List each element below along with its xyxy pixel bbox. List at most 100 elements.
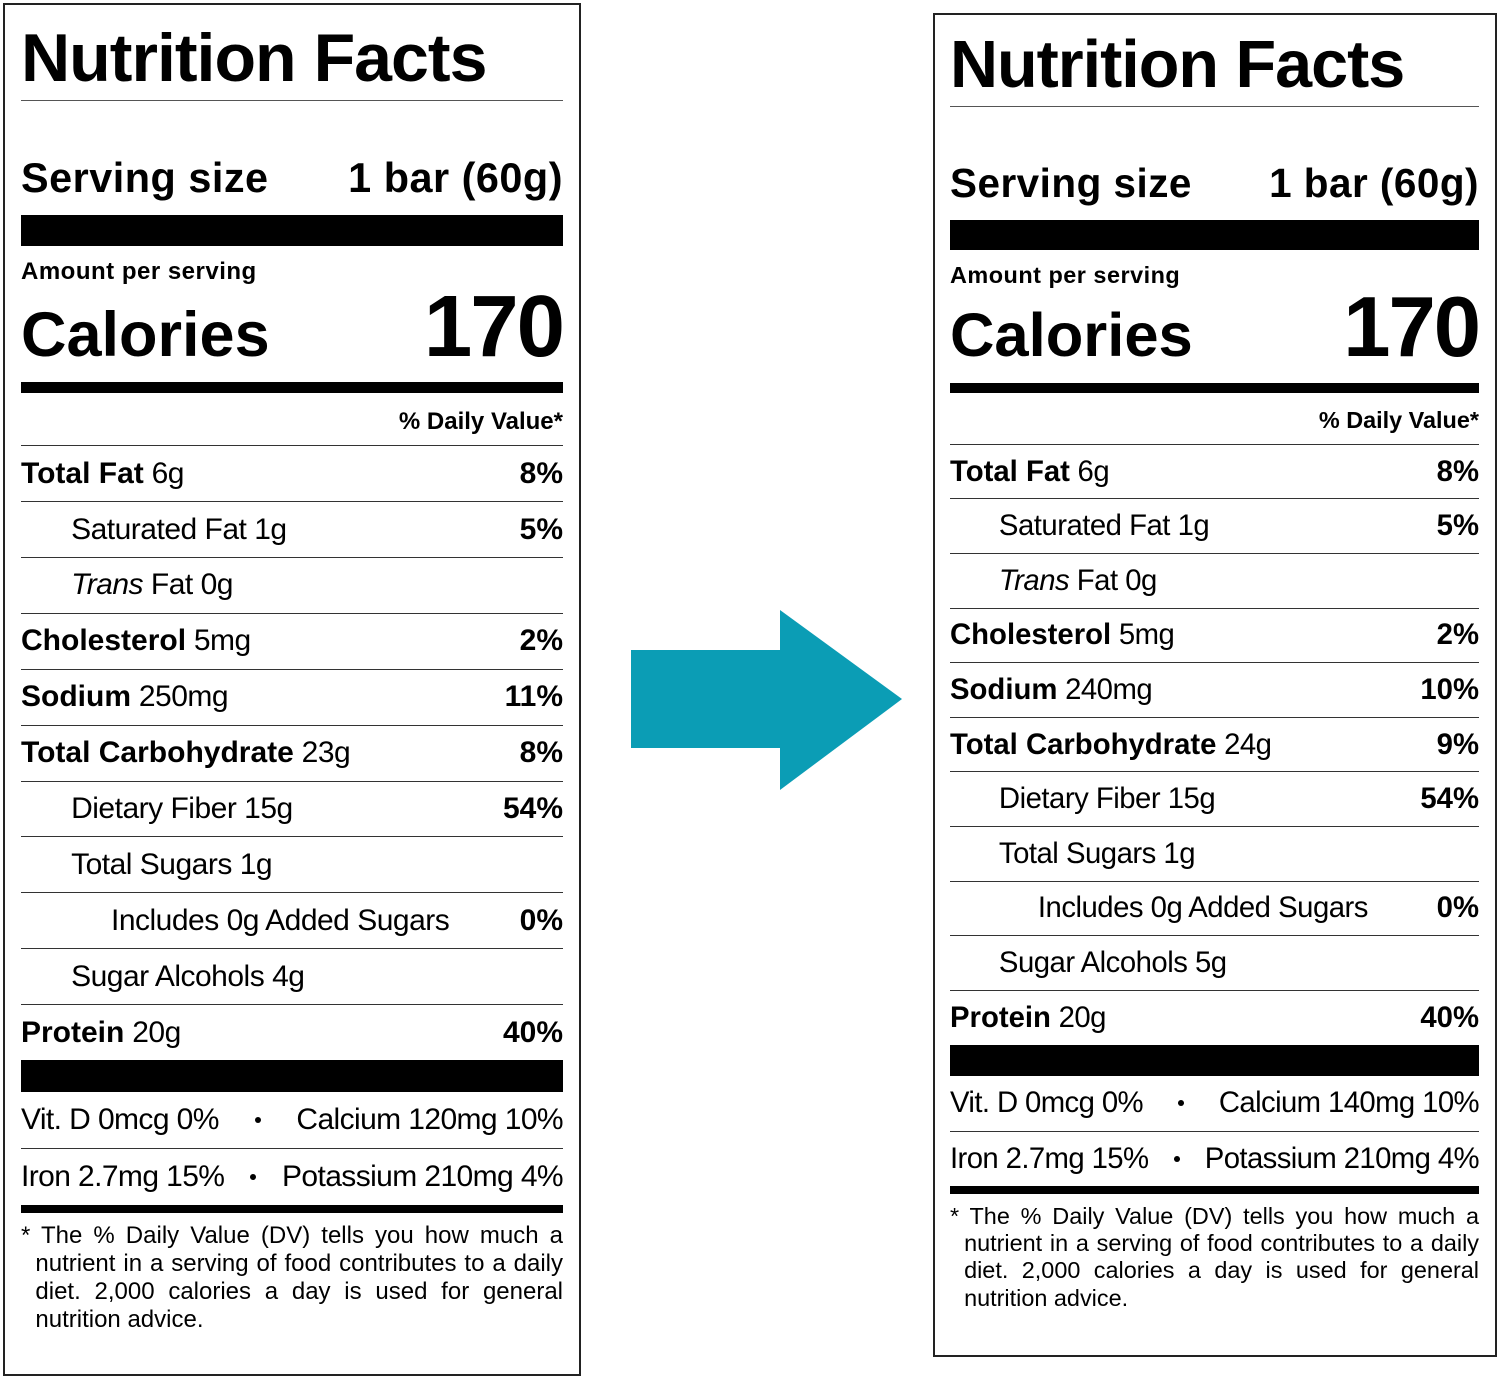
daily-value: 8%: [519, 456, 563, 490]
rule: [21, 382, 563, 394]
rule: [950, 219, 1479, 251]
nutrient-amount: 1g: [254, 512, 287, 546]
vitamin: Potassium 210mg 4%: [281, 1160, 564, 1194]
nutrient-amount: 1g: [1163, 836, 1196, 870]
nutrition-label: Nutrition Facts Serving size 1 bar (60g) Am…: [3, 3, 581, 1376]
nutrient-amount: 23g: [301, 736, 351, 770]
nutrient: Sodium 250mg: [21, 680, 229, 714]
nutrient-amount: 1g: [1177, 509, 1210, 543]
nutrient-amount: 15g: [244, 791, 293, 825]
nutrient-name-italic: Trans: [71, 568, 144, 602]
nutrient: Total Sugars 1g: [21, 848, 272, 882]
nutrient-name: Total Fat: [21, 456, 144, 490]
rule: [950, 1044, 1479, 1076]
nutrient-name: Fat: [150, 568, 193, 602]
nutrient-amount: 0g: [1125, 563, 1157, 597]
nutrient-amount: 0g: [200, 568, 234, 602]
nutrient: Cholesterol 5mg: [21, 624, 251, 658]
daily-value: 11%: [504, 680, 563, 714]
nutrient: Trans Fat 0g: [21, 568, 233, 602]
nutrient-row: Total Carbohydrate 24g 9%: [950, 718, 1479, 773]
nutrient-row: Sodium 240mg 10%: [950, 663, 1479, 718]
nutrient: Saturated Fat 1g: [950, 509, 1210, 543]
bullet: [1173, 1156, 1180, 1162]
daily-value: 40%: [1420, 1000, 1479, 1034]
vitamin: Iron 2.7mg 15%: [950, 1142, 1149, 1176]
nutrient: Total Carbohydrate 23g: [21, 736, 351, 770]
nutrient-amount: 6g: [151, 456, 185, 490]
nutrient-list: Total Fat 6g 8% Saturated Fat 1g 5% Trans Fa…: [21, 446, 563, 1060]
nutrient-name: Includes 0g Added Sugars: [1037, 891, 1369, 925]
nutrient: Total Sugars 1g: [950, 836, 1196, 871]
nutrient: Protein 20g: [950, 1001, 1106, 1035]
rule: [21, 1059, 563, 1093]
nutrient-name: Protein: [950, 1000, 1051, 1034]
nutrient-amount: 20g: [132, 1015, 181, 1049]
vitamin-row: Vit. D 0mcg 0% Calcium 120mg 10%: [21, 1092, 564, 1148]
nutrient-row: Dietary Fiber 15g 54%: [950, 772, 1479, 828]
nutrient-name: Protein: [21, 1015, 125, 1049]
nutrient-row: Total Fat 6g 8%: [21, 446, 563, 503]
nutrient-row: Trans Fat 0g: [950, 554, 1479, 609]
nutrient-row: Includes 0g Added Sugars 0%: [21, 893, 563, 950]
title: Nutrition Facts: [950, 28, 1479, 108]
rule: [950, 382, 1479, 394]
nutrient-name: Fat: [1076, 563, 1118, 597]
nutrient-amount: 240mg: [1065, 673, 1153, 707]
bullet: [1177, 1100, 1184, 1107]
nutrient-name: Sugar Alcohols: [71, 959, 265, 993]
nutrient-row: Protein 20g 40%: [950, 991, 1479, 1045]
serving-size: Serving size 1 bar (60g): [21, 155, 563, 202]
nutrient-name: Dietary Fiber: [71, 791, 237, 825]
vitamin: Calcium 120mg 10%: [296, 1103, 563, 1137]
nutrient-row: Total Sugars 1g: [21, 837, 563, 894]
serving-label: Serving size: [950, 159, 1192, 206]
amount-label: Amount per serving: [950, 261, 1181, 288]
nutrient: Protein 20g: [21, 1016, 181, 1050]
nutrient-name: Cholesterol: [950, 618, 1112, 652]
daily-value: 5%: [519, 512, 563, 546]
dv-header: % Daily Value*: [21, 393, 563, 447]
nutrient: Dietary Fiber 15g: [950, 782, 1216, 816]
daily-value: 5%: [1436, 509, 1479, 543]
calories-value: 170: [1343, 279, 1481, 375]
dv-header: % Daily Value*: [950, 393, 1479, 445]
calories-label: Calories: [950, 300, 1193, 370]
rule: [21, 215, 563, 247]
nutrient-amount: 6g: [1077, 454, 1110, 488]
vitamin-row: Iron 2.7mg 15% Potassium 210mg 4%: [21, 1148, 564, 1205]
nutrient-row: Total Carbohydrate 23g 8%: [21, 726, 563, 782]
nutrient-amount: 5g: [1195, 946, 1227, 980]
daily-value: 54%: [502, 791, 563, 825]
bullet: [250, 1174, 257, 1181]
nutrient-name: Sodium: [21, 680, 131, 714]
daily-value: 2%: [1436, 618, 1479, 652]
footnote: * The % Daily Value (DV) tells you how m…: [21, 1221, 563, 1333]
nutrient-name: Saturated Fat: [71, 512, 247, 546]
vitamin: Iron 2.7mg 15%: [21, 1160, 225, 1194]
nutrient-row: Protein 20g 40%: [21, 1005, 563, 1060]
title: Nutrition Facts: [21, 21, 563, 101]
nutrient-name: Total Carbohydrate: [950, 727, 1217, 761]
rule: [21, 1205, 563, 1214]
nutrient: Trans Fat 0g: [950, 564, 1157, 598]
nutrient-amount: 4g: [272, 959, 305, 993]
arrow-shape: [631, 610, 902, 790]
daily-value: 8%: [519, 736, 563, 770]
footnote: * The % Daily Value (DV) tells you how m…: [950, 1202, 1479, 1311]
nutrient: Total Fat 6g: [21, 456, 185, 491]
daily-value: 0%: [1436, 891, 1479, 925]
serving-size: Serving size 1 bar (60g): [950, 160, 1479, 207]
nutrient-name: Cholesterol: [21, 624, 187, 658]
nutrient: Includes 0g Added Sugars: [950, 891, 1369, 925]
nutrient-name-italic: Trans: [998, 563, 1070, 597]
nutrient: Saturated Fat 1g: [21, 513, 287, 547]
nutrient-row: Total Fat 6g 8%: [950, 445, 1479, 500]
nutrient-name: Total Sugars: [998, 836, 1156, 870]
vitamin: Vit. D 0mcg 0%: [950, 1086, 1144, 1120]
amount-label: Amount per serving: [21, 258, 257, 286]
nutrient-row: Saturated Fat 1g 5%: [21, 502, 563, 558]
nutrient-amount: 5mg: [1118, 618, 1175, 652]
nutrient-row: Cholesterol 5mg 2%: [950, 609, 1479, 664]
